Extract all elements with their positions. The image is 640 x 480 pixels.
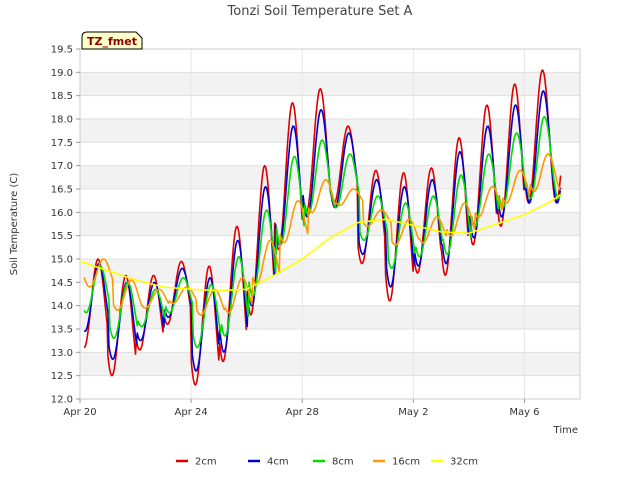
plot-frame xyxy=(79,48,581,400)
x-tick-label: Apr 24 xyxy=(175,407,208,418)
y-tick-label: 14.5 xyxy=(51,278,73,289)
series-line-4cm xyxy=(83,90,562,372)
legend: 2cm 4cm 8cm 16cm 32cm xyxy=(176,457,478,468)
legend-label-2cm: 2cm xyxy=(195,457,217,468)
badge-shape xyxy=(81,31,143,50)
plot-band xyxy=(80,72,580,96)
x-axis-label: Time xyxy=(553,425,578,436)
plot-band xyxy=(80,259,580,283)
y-tick-label: 19.0 xyxy=(51,68,73,79)
series-line-32cm xyxy=(79,193,562,292)
series-line-16cm xyxy=(83,153,562,316)
x-tick-label: May 6 xyxy=(509,407,539,418)
y-tick-label: 16.5 xyxy=(51,185,73,196)
x-axis-ticks: Apr 20 Apr 24 Apr 28 May 2 May 6 xyxy=(63,399,540,418)
plot-band xyxy=(80,305,580,329)
y-tick-label: 16.0 xyxy=(51,208,73,219)
y-tick-label: 15.5 xyxy=(51,231,73,242)
legend-label-16cm: 16cm xyxy=(392,457,420,468)
y-tick-label: 18.5 xyxy=(51,91,73,102)
y-tick-label: 17.0 xyxy=(51,161,73,172)
plot-band xyxy=(80,212,580,236)
plot-bands xyxy=(80,72,580,376)
legend-label-4cm: 4cm xyxy=(267,457,289,468)
legend-label-8cm: 8cm xyxy=(332,457,354,468)
y-tick-label: 15.0 xyxy=(51,255,73,266)
y-tick-label: 13.0 xyxy=(51,348,73,359)
y-axis-label: Soil Temperature (C) xyxy=(9,173,20,276)
y-tick-label: 12.0 xyxy=(51,395,73,406)
series-line-8cm xyxy=(83,116,562,349)
x-tick-label: Apr 20 xyxy=(63,407,96,418)
badge-label: TZ_fmet xyxy=(87,35,137,48)
plot-band xyxy=(80,119,580,143)
chart-title: Tonzi Soil Temperature Set A xyxy=(227,4,413,19)
y-axis-ticks: 12.0 12.5 13.0 13.5 14.0 14.5 15.0 15.5 16.0 16.5… xyxy=(51,45,80,406)
x-tick-label: Apr 28 xyxy=(286,407,319,418)
y-tick-label: 12.5 xyxy=(51,371,73,382)
legend-label-32cm: 32cm xyxy=(450,457,478,468)
series-lines xyxy=(79,69,562,386)
y-tick-label: 17.5 xyxy=(51,138,73,149)
y-tick-label: 13.5 xyxy=(51,325,73,336)
x-tick-label: May 2 xyxy=(398,407,428,418)
plot-band xyxy=(80,352,580,376)
y-tick-label: 18.0 xyxy=(51,115,73,126)
y-tick-label: 14.0 xyxy=(51,301,73,312)
fmet-badge: TZ_fmet xyxy=(81,31,143,50)
y-tick-label: 19.5 xyxy=(51,45,73,56)
